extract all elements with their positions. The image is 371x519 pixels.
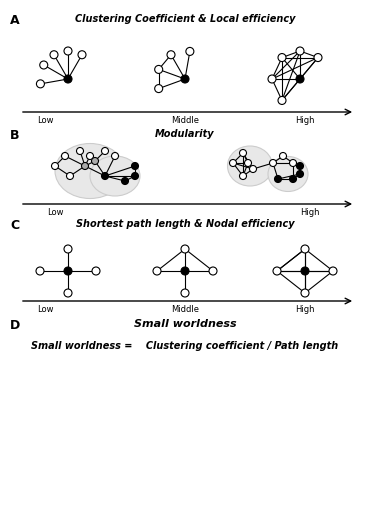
- Text: D: D: [10, 319, 20, 332]
- Circle shape: [92, 157, 98, 165]
- Circle shape: [52, 162, 59, 170]
- Ellipse shape: [55, 143, 125, 198]
- Circle shape: [296, 162, 303, 170]
- Text: Clustering Coefficient & Local efficiency: Clustering Coefficient & Local efficienc…: [75, 14, 295, 24]
- Circle shape: [66, 172, 73, 180]
- Text: Small worldness =    Clustering coefficient / Path length: Small worldness = Clustering coefficient…: [32, 341, 339, 351]
- Circle shape: [181, 75, 189, 83]
- Circle shape: [314, 53, 322, 62]
- Ellipse shape: [227, 146, 273, 186]
- Circle shape: [278, 97, 286, 104]
- Circle shape: [296, 75, 304, 83]
- Text: A: A: [10, 14, 20, 27]
- Circle shape: [102, 147, 108, 155]
- Circle shape: [250, 166, 256, 172]
- Circle shape: [112, 153, 118, 159]
- Ellipse shape: [90, 156, 140, 196]
- Circle shape: [289, 159, 296, 167]
- Circle shape: [121, 177, 128, 184]
- Circle shape: [240, 172, 246, 180]
- Text: B: B: [10, 129, 20, 142]
- Circle shape: [279, 153, 286, 159]
- Text: Low: Low: [37, 116, 53, 125]
- Circle shape: [102, 172, 108, 180]
- Circle shape: [40, 61, 48, 69]
- Circle shape: [131, 162, 138, 170]
- Text: High: High: [295, 116, 315, 125]
- Circle shape: [181, 289, 189, 297]
- Circle shape: [209, 267, 217, 275]
- Circle shape: [36, 267, 44, 275]
- Circle shape: [275, 175, 282, 183]
- Circle shape: [78, 51, 86, 59]
- Circle shape: [186, 47, 194, 56]
- Text: High: High: [295, 305, 315, 314]
- Circle shape: [131, 172, 138, 180]
- Circle shape: [269, 159, 276, 167]
- Circle shape: [301, 245, 309, 253]
- Circle shape: [64, 245, 72, 253]
- Circle shape: [64, 267, 72, 275]
- Text: Low: Low: [47, 208, 63, 217]
- Circle shape: [153, 267, 161, 275]
- Text: C: C: [10, 219, 19, 232]
- Circle shape: [296, 47, 304, 55]
- Circle shape: [76, 147, 83, 155]
- Circle shape: [329, 267, 337, 275]
- Circle shape: [289, 175, 296, 183]
- Circle shape: [167, 51, 175, 59]
- Text: High: High: [300, 208, 320, 217]
- Circle shape: [230, 159, 236, 167]
- Circle shape: [50, 51, 58, 59]
- Circle shape: [64, 289, 72, 297]
- Circle shape: [62, 153, 69, 159]
- Circle shape: [155, 65, 163, 73]
- Circle shape: [64, 75, 72, 83]
- Ellipse shape: [268, 157, 308, 192]
- Text: Shortest path length & Nodal efficiency: Shortest path length & Nodal efficiency: [76, 219, 294, 229]
- Circle shape: [181, 267, 189, 275]
- Circle shape: [244, 159, 252, 167]
- Text: Middle: Middle: [171, 305, 199, 314]
- Circle shape: [273, 267, 281, 275]
- Text: Modularity: Modularity: [155, 129, 215, 139]
- Circle shape: [240, 149, 246, 157]
- Text: Small worldness: Small worldness: [134, 319, 236, 329]
- Circle shape: [155, 85, 163, 92]
- Text: Middle: Middle: [171, 116, 199, 125]
- Circle shape: [86, 153, 93, 159]
- Circle shape: [301, 267, 309, 275]
- Circle shape: [36, 80, 45, 88]
- Circle shape: [92, 267, 100, 275]
- Circle shape: [301, 289, 309, 297]
- Circle shape: [268, 75, 276, 83]
- Text: Low: Low: [37, 305, 53, 314]
- Circle shape: [181, 245, 189, 253]
- Circle shape: [82, 162, 89, 170]
- Circle shape: [278, 53, 286, 62]
- Circle shape: [64, 47, 72, 55]
- Circle shape: [296, 171, 303, 177]
